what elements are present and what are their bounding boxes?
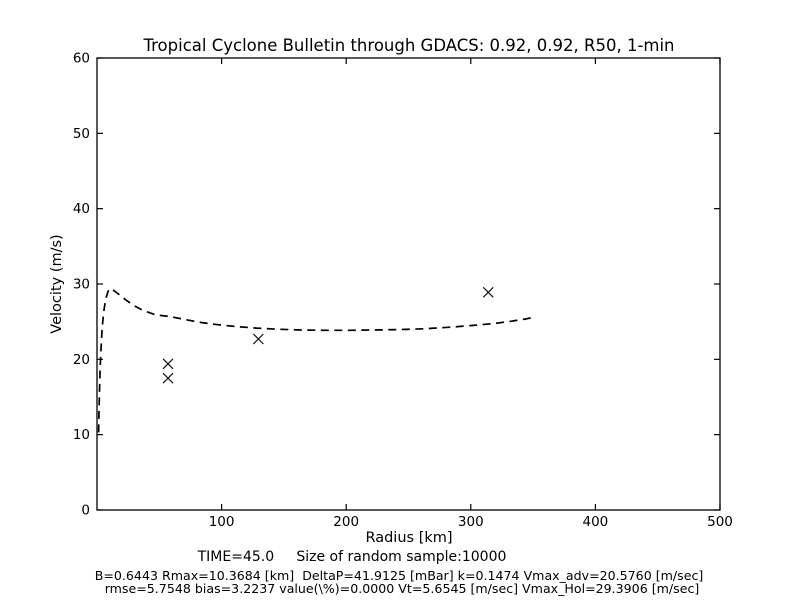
y-tick-label: 0 xyxy=(81,503,90,519)
data-point-marker xyxy=(162,372,174,384)
data-point-marker xyxy=(162,358,174,370)
x-tick-label: 200 xyxy=(333,514,359,530)
x-axis-label: Radius [km] xyxy=(365,530,453,546)
x-tick-label: 500 xyxy=(707,514,733,530)
y-tick-label: 20 xyxy=(73,352,90,368)
y-tick-label: 50 xyxy=(73,126,90,142)
data-point-marker xyxy=(482,286,494,298)
footer-time-sample-line: TIME=45.0 Size of random sample:10000 xyxy=(197,549,507,565)
wind-profile-curve xyxy=(97,287,536,433)
y-tick-label: 10 xyxy=(73,427,90,443)
x-tick-label: 300 xyxy=(458,514,484,530)
chart-title: Tropical Cyclone Bulletin through GDACS:… xyxy=(143,36,675,55)
y-tick-label: 60 xyxy=(73,51,90,67)
x-tick-label: 100 xyxy=(209,514,235,530)
data-point-marker xyxy=(252,333,264,345)
y-tick-label: 40 xyxy=(73,201,90,217)
axes-box xyxy=(96,57,721,511)
x-tick-label: 400 xyxy=(583,514,609,530)
footer-params-line-2: rmse=5.7548 bias=3.2237 value(\%)=0.0000… xyxy=(104,581,700,596)
y-tick-label: 30 xyxy=(73,277,90,293)
footer-params-line-1: B=0.6443 Rmax=10.3684 [km] DeltaP=41.912… xyxy=(94,568,704,583)
